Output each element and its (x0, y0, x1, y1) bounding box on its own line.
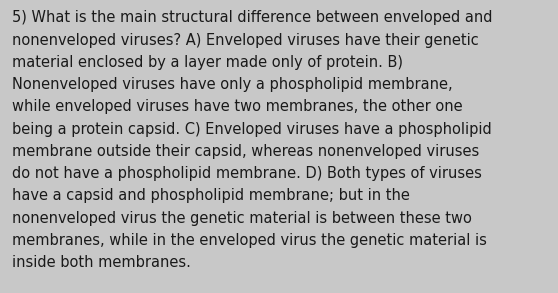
Text: nonenveloped viruses? A) Enveloped viruses have their genetic: nonenveloped viruses? A) Enveloped virus… (12, 33, 479, 47)
Text: being a protein capsid. C) Enveloped viruses have a phospholipid: being a protein capsid. C) Enveloped vir… (12, 122, 492, 137)
Text: while enveloped viruses have two membranes, the other one: while enveloped viruses have two membran… (12, 99, 463, 114)
Text: membrane outside their capsid, whereas nonenveloped viruses: membrane outside their capsid, whereas n… (12, 144, 479, 159)
Text: Nonenveloped viruses have only a phospholipid membrane,: Nonenveloped viruses have only a phospho… (12, 77, 453, 92)
Text: nonenveloped virus the genetic material is between these two: nonenveloped virus the genetic material … (12, 211, 472, 226)
Text: have a capsid and phospholipid membrane; but in the: have a capsid and phospholipid membrane;… (12, 188, 410, 203)
Text: material enclosed by a layer made only of protein. B): material enclosed by a layer made only o… (12, 55, 403, 70)
Text: inside both membranes.: inside both membranes. (12, 255, 191, 270)
Text: do not have a phospholipid membrane. D) Both types of viruses: do not have a phospholipid membrane. D) … (12, 166, 482, 181)
Text: membranes, while in the enveloped virus the genetic material is: membranes, while in the enveloped virus … (12, 233, 487, 248)
Text: 5) What is the main structural difference between enveloped and: 5) What is the main structural differenc… (12, 10, 493, 25)
